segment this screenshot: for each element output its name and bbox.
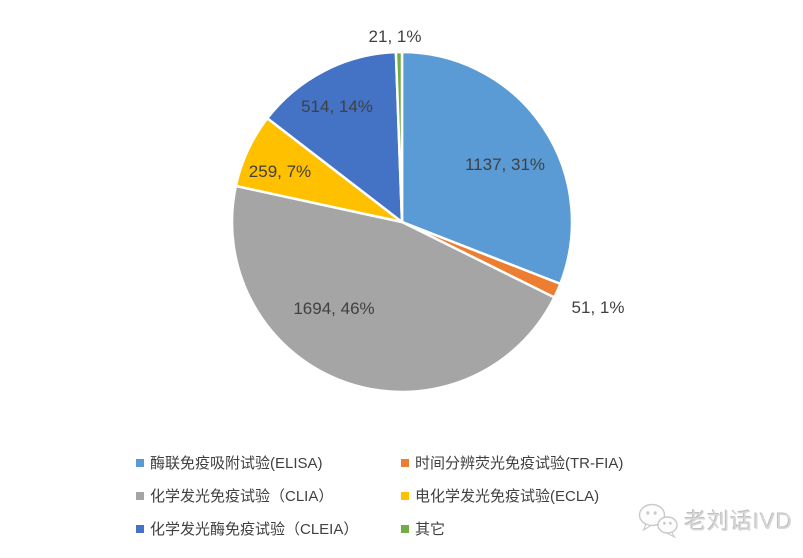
legend-item-cleia: 化学发光酶免疫试验（CLEIA） <box>136 512 401 545</box>
pie-slice-cleia <box>266 50 404 224</box>
legend-label-cleia: 化学发光酶免疫试验（CLEIA） <box>150 521 359 538</box>
watermark-text: 老刘话IVD <box>684 509 793 534</box>
legend-marker-tr-fia <box>401 458 409 467</box>
data-label-elisa: 1137, 31% <box>465 155 545 174</box>
pie-slice-clia <box>230 184 556 394</box>
data-label-tr-fia: 51, 1% <box>572 298 625 317</box>
legend-label-ecla: 电化学发光免疫试验(ECLA) <box>415 488 600 505</box>
legend-marker-ecla <box>401 491 409 500</box>
data-label-other: 21, 1% <box>369 27 422 46</box>
legend-marker-other <box>401 524 409 533</box>
pie-slice-elisa <box>400 50 574 286</box>
legend-label-elisa: 酶联免疫吸附试验(ELISA) <box>150 455 323 472</box>
pie-chart: 1137, 31% 51, 1% 1694, 46% 259, 7% 514, 14% 2… <box>230 27 625 394</box>
chart-legend: 酶联免疫吸附试验(ELISA) 时间分辨荧光免疫试验(TR-FIA) 化学发光免疫试… <box>136 446 623 545</box>
legend-marker-clia <box>136 491 144 500</box>
legend-marker-cleia <box>136 524 144 533</box>
pie-slice-other <box>394 50 404 224</box>
wechat-icon <box>639 503 679 539</box>
legend-item-clia: 化学发光免疫试验（CLIA） <box>136 479 401 512</box>
legend-item-tr-fia: 时间分辨荧光免疫试验(TR-FIA) <box>401 446 623 479</box>
legend-item-ecla: 电化学发光免疫试验(ECLA) <box>401 479 623 512</box>
legend-item-elisa: 酶联免疫吸附试验(ELISA) <box>136 446 401 479</box>
data-label-cleia: 514, 14% <box>301 97 373 116</box>
legend-label-clia: 化学发光免疫试验（CLIA） <box>150 488 334 505</box>
legend-label-other: 其它 <box>415 521 446 538</box>
watermark: 老刘话IVD <box>637 501 793 539</box>
legend-marker-elisa <box>136 458 144 467</box>
data-label-clia: 1694, 46% <box>293 299 374 318</box>
legend-label-tr-fia: 时间分辨荧光免疫试验(TR-FIA) <box>415 455 624 472</box>
legend-item-other: 其它 <box>401 512 623 545</box>
data-label-ecla: 259, 7% <box>249 162 311 181</box>
